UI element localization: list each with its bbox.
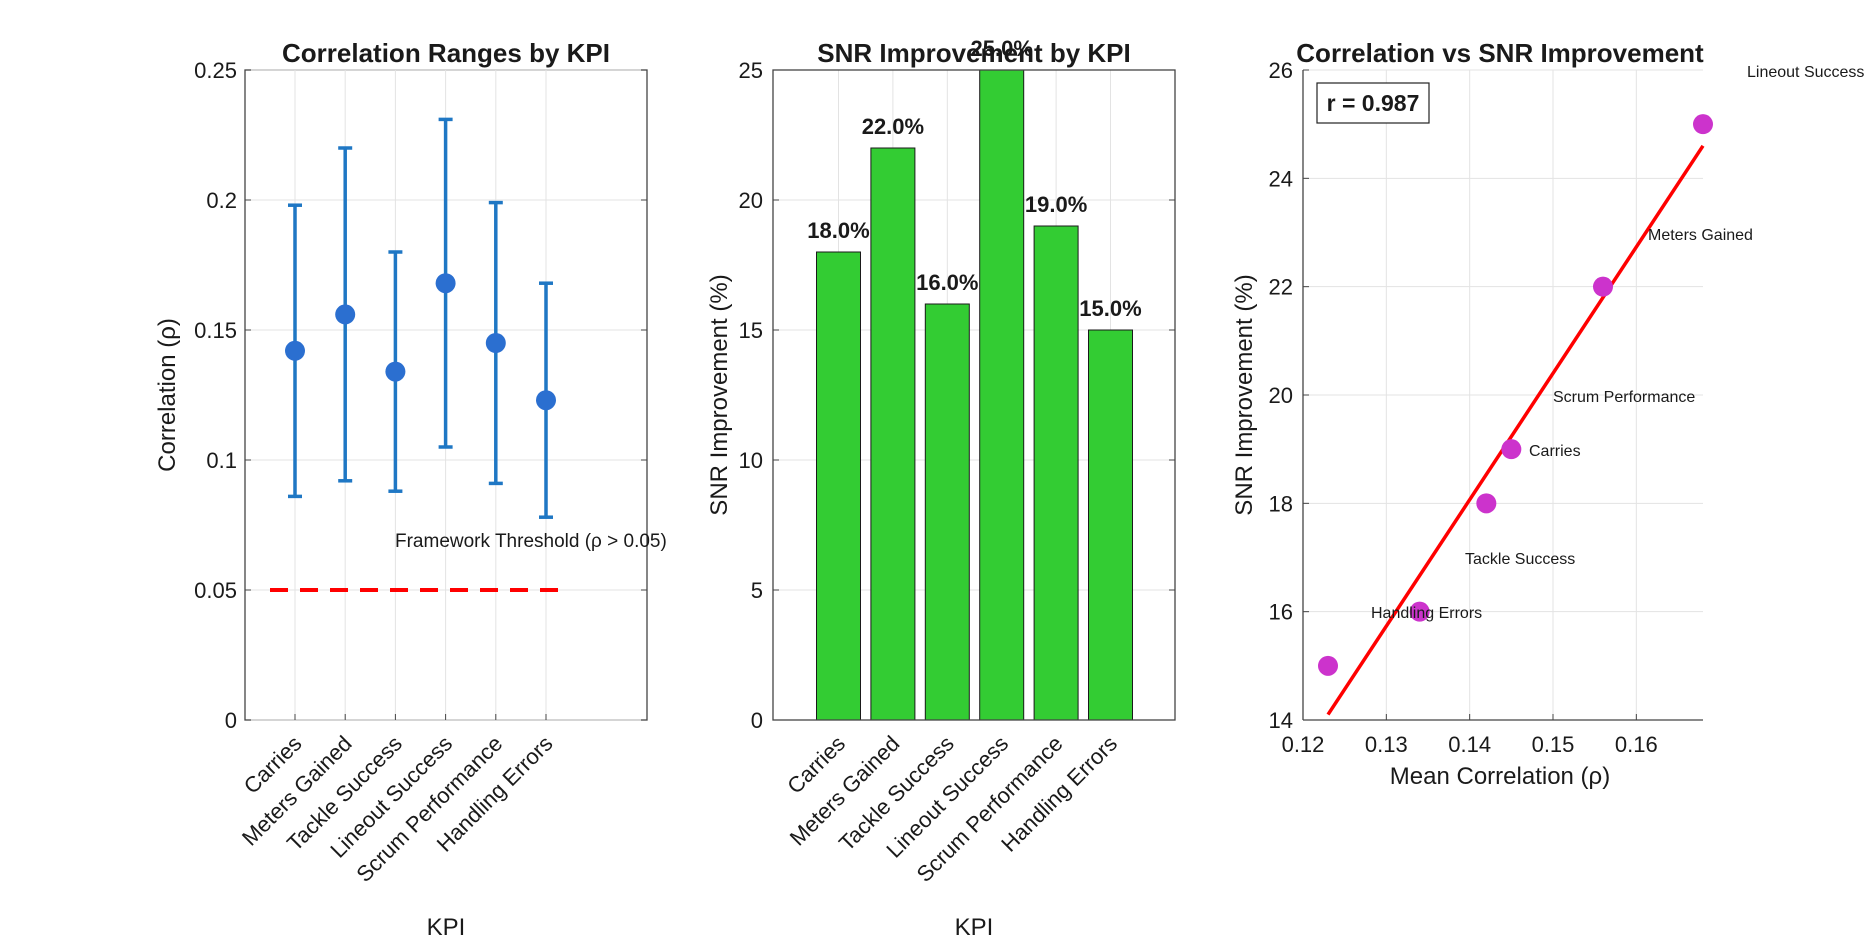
y-tick-label: 14 xyxy=(1269,708,1293,733)
data-point xyxy=(1409,601,1430,622)
bar-value-label: 25.0% xyxy=(971,36,1033,61)
bar-value-label: 18.0% xyxy=(807,218,869,243)
y-tick-label: 16 xyxy=(1269,600,1293,625)
y-tick-label: 18 xyxy=(1269,491,1293,516)
y-tick-label: 0.25 xyxy=(194,58,237,83)
x-tick-label: 0.12 xyxy=(1282,732,1325,757)
y-tick-label: 15 xyxy=(739,318,763,343)
panel1-title: Correlation Ranges by KPI xyxy=(282,38,610,68)
x-tick-label: 0.16 xyxy=(1615,732,1658,757)
y-tick-label: 5 xyxy=(751,578,763,603)
y-tick-label: 0.05 xyxy=(194,578,237,603)
panel1-x-label: KPI xyxy=(427,914,466,938)
point-label: Meters Gained xyxy=(1648,227,1753,244)
y-tick-label: 10 xyxy=(739,448,763,473)
panel2-y-label: SNR Improvement (%) xyxy=(706,274,733,515)
panel3-x-ticks: 0.12 0.13 0.14 0.15 0.16 xyxy=(1282,732,1658,757)
panel2-axes-frame xyxy=(772,69,1176,721)
panel3-y-label: SNR Improvement (%) xyxy=(1231,274,1258,515)
x-tick-label: 0.14 xyxy=(1448,732,1491,757)
panel1-y-ticks: 0 0.05 0.1 0.15 0.2 0.25 xyxy=(194,58,237,733)
bar xyxy=(1088,329,1133,721)
y-tick-label: 0.1 xyxy=(206,448,237,473)
y-tick-label: 0 xyxy=(751,708,763,733)
y-tick-label: 0 xyxy=(225,708,237,733)
panel2-x-label: KPI xyxy=(955,914,994,938)
y-tick-label: 25 xyxy=(739,58,763,83)
bar-value-label: 22.0% xyxy=(862,114,924,139)
point-label: Scrum Performance xyxy=(1553,389,1695,406)
y-tick-label: 24 xyxy=(1269,166,1293,191)
panel3-title: Correlation vs SNR Improvement xyxy=(1296,38,1704,68)
panel3-points: Carries Meters Gained Tackle Success Lineou… xyxy=(1318,64,1864,676)
y-tick-label: 20 xyxy=(1269,383,1293,408)
mean-point xyxy=(285,340,305,361)
panel2-value-labels: 18.0% 22.0% 16.0% 25.0% 19.0% 15.0% xyxy=(807,36,1141,321)
bar xyxy=(924,303,970,721)
y-tick-label: 0.2 xyxy=(206,188,237,213)
y-tick-label: 22 xyxy=(1269,275,1293,300)
correlation-annotation: r = 0.987 xyxy=(1327,90,1420,116)
y-tick-label: 0.15 xyxy=(194,318,237,343)
point-label: Carries xyxy=(1529,443,1581,460)
x-tick-label: 0.13 xyxy=(1365,732,1408,757)
mean-point xyxy=(536,390,556,411)
data-point xyxy=(1501,439,1522,460)
point-label: Tackle Success xyxy=(1465,551,1575,568)
bar xyxy=(870,147,916,721)
bar xyxy=(1033,225,1079,721)
bar-value-label: 16.0% xyxy=(916,270,978,295)
panel1-y-label: Correlation (ρ) xyxy=(154,318,181,472)
correlation-vs-snr-panel: 14 16 18 20 22 24 26 0.12 0.13 0.14 0.15 0.16 Carr… xyxy=(1231,38,1864,790)
mean-point xyxy=(485,333,506,353)
bar-value-label: 19.0% xyxy=(1025,192,1087,217)
panel2-y-ticks: 0 5 10 15 20 25 xyxy=(739,58,763,733)
panel2-title: SNR Improvement by KPI xyxy=(817,38,1131,68)
bar xyxy=(979,69,1025,721)
x-tick-label: 0.15 xyxy=(1532,732,1575,757)
mean-point xyxy=(385,361,406,382)
panel3-y-ticks: 14 16 18 20 22 24 26 xyxy=(1269,58,1293,733)
panel1-errorbars xyxy=(285,117,556,519)
fit-line xyxy=(1326,144,1705,716)
mean-point xyxy=(435,273,456,294)
data-point xyxy=(1593,276,1613,297)
threshold-label: Framework Threshold (ρ > 0.05) xyxy=(395,531,667,552)
bar xyxy=(816,251,861,721)
panel2-bars xyxy=(816,69,1133,721)
bar-value-label: 15.0% xyxy=(1079,296,1141,321)
data-point xyxy=(1318,655,1338,676)
y-tick-label: 26 xyxy=(1269,58,1293,83)
data-point xyxy=(1693,114,1713,135)
mean-point xyxy=(335,304,356,325)
y-tick-label: 20 xyxy=(739,188,763,213)
data-point xyxy=(1476,493,1497,514)
panel3-x-label: Mean Correlation (ρ) xyxy=(1390,763,1610,790)
point-label: Handling Errors xyxy=(1371,605,1482,622)
point-label: Lineout Success xyxy=(1747,64,1864,81)
correlation-annotation-box xyxy=(1316,82,1430,124)
